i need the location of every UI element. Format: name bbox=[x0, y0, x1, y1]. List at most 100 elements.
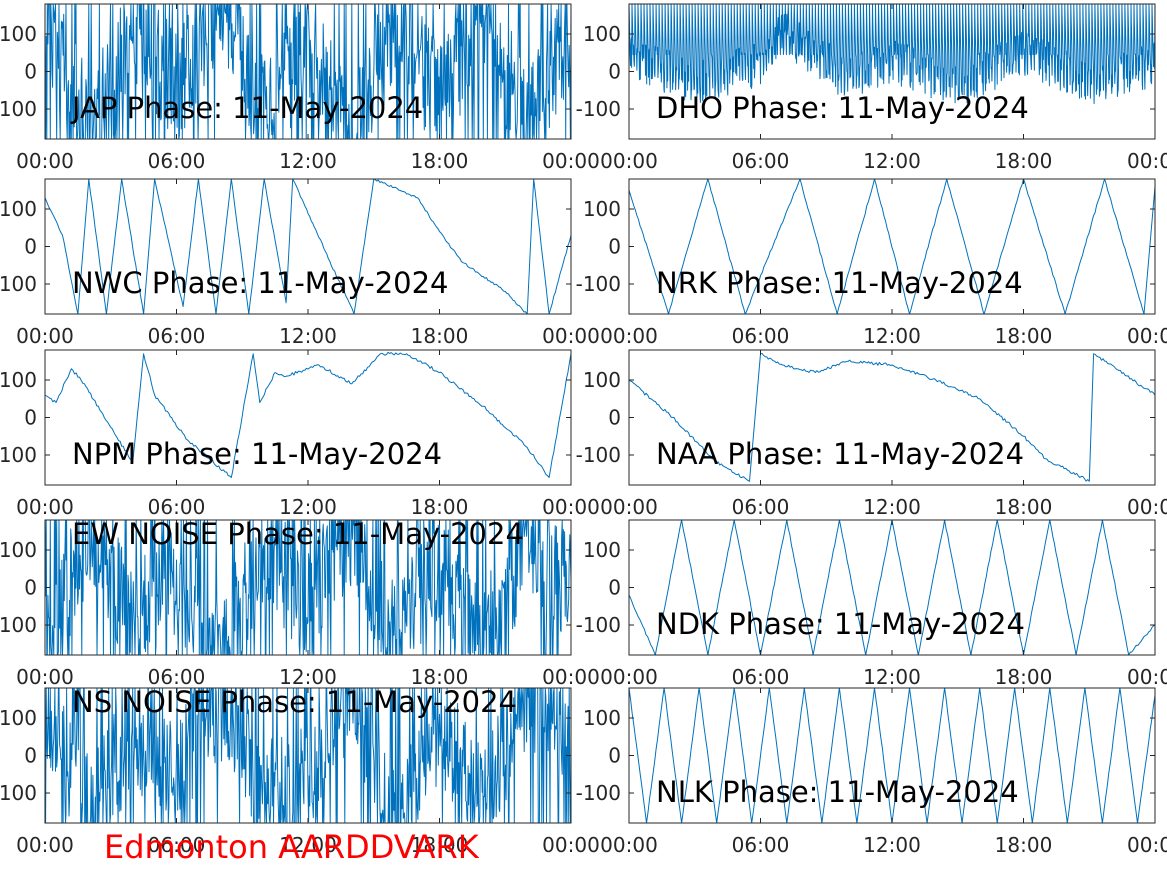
x-tick-label: 06:00 bbox=[732, 149, 790, 173]
x-tick-label: 06:00 bbox=[148, 833, 206, 857]
subplot-title: NWC Phase: 11-May-2024 bbox=[72, 266, 449, 300]
x-tick-label: 12:00 bbox=[863, 833, 921, 857]
subplot-4: 100 0 -100 00:00 06:00 12:00 18:00 00:0 NRK Phas… bbox=[576, 178, 1167, 348]
x-tick-label: 00:00 bbox=[542, 324, 600, 348]
x-tick-label: 00:00 bbox=[542, 495, 600, 519]
x-tick-label: 06:00 bbox=[148, 495, 206, 519]
y-tick-label: -100 bbox=[576, 97, 621, 121]
x-tick-label: 18:00 bbox=[995, 495, 1053, 519]
x-tick-label: 18:00 bbox=[411, 495, 469, 519]
y-tick-label: 0 bbox=[608, 60, 621, 84]
y-tick-label: 100 bbox=[0, 706, 37, 730]
subplot-title: JAP Phase: 11-May-2024 bbox=[70, 91, 423, 125]
x-tick-label: 18:00 bbox=[411, 833, 469, 857]
subplot-title: NPM Phase: 11-May-2024 bbox=[72, 437, 442, 471]
x-tick-label: 00:0 bbox=[1127, 495, 1167, 519]
x-tick-label: 00:00 bbox=[600, 833, 658, 857]
x-tick-label: 00:00 bbox=[16, 665, 74, 689]
y-tick-label: 0 bbox=[608, 576, 621, 600]
station-label: Edmonton AARDDVARK bbox=[104, 828, 479, 866]
y-tick-label: 100 bbox=[0, 272, 37, 296]
y-tick-label: 100 bbox=[0, 613, 37, 637]
x-tick-label: 06:00 bbox=[732, 833, 790, 857]
series-line bbox=[44, 351, 572, 478]
x-tick-label: 00:00 bbox=[16, 833, 74, 857]
x-tick-label: 06:00 bbox=[148, 665, 206, 689]
subplot-1: 100 0 100 00:00 06:00 12:00 18:00 00:00 JAP Phas… bbox=[0, 3, 600, 173]
subplot-title: DHO Phase: 11-May-2024 bbox=[656, 91, 1029, 125]
x-tick-label: 00:00 bbox=[16, 149, 74, 173]
x-tick-label: 00:00 bbox=[600, 495, 658, 519]
series-line bbox=[628, 178, 1156, 315]
x-tick-label: 00:00 bbox=[600, 324, 658, 348]
x-tick-label: 06:00 bbox=[732, 495, 790, 519]
subplot-3: 100 0 100 00:00 06:00 12:00 18:00 00:00 NWC Phas… bbox=[0, 178, 600, 348]
y-tick-label: 100 bbox=[0, 22, 37, 46]
y-tick-label: 0 bbox=[24, 576, 37, 600]
x-tick-label: 12:00 bbox=[863, 495, 921, 519]
x-tick-label: 00:00 bbox=[600, 149, 658, 173]
subplot-title: EW NOISE Phase: 11-May-2024 bbox=[72, 517, 524, 551]
x-tick-label: 00:00 bbox=[16, 324, 74, 348]
x-tick-label: 12:00 bbox=[863, 665, 921, 689]
subplot-title: NS NOISE Phase: 11-May-2024 bbox=[72, 685, 517, 719]
x-tick-label: 12:00 bbox=[279, 324, 337, 348]
x-tick-label: 06:00 bbox=[148, 149, 206, 173]
y-tick-label: -100 bbox=[576, 443, 621, 467]
x-tick-label: 06:00 bbox=[148, 324, 206, 348]
y-tick-label: 0 bbox=[608, 744, 621, 768]
y-tick-label: 0 bbox=[24, 744, 37, 768]
x-tick-label: 00:00 bbox=[600, 665, 658, 689]
subplot-title: NAA Phase: 11-May-2024 bbox=[656, 437, 1024, 471]
y-tick-label: 100 bbox=[0, 368, 37, 392]
x-tick-label: 18:00 bbox=[411, 149, 469, 173]
x-tick-label: 12:00 bbox=[279, 833, 337, 857]
subplot-2: 100 0 -100 00:00 06:00 12:00 18:00 00:0 DHO Phas… bbox=[576, 3, 1167, 173]
subplot-title: NLK Phase: 11-May-2024 bbox=[656, 775, 1019, 809]
series-line bbox=[628, 3, 1156, 105]
x-tick-label: 06:00 bbox=[732, 324, 790, 348]
y-tick-label: 0 bbox=[608, 235, 621, 259]
y-tick-label: -100 bbox=[576, 272, 621, 296]
x-tick-label: 18:00 bbox=[411, 665, 469, 689]
subplot-10: 100 0 -100 00:00 06:00 12:00 18:00 00:0 NLK Phas… bbox=[576, 687, 1167, 857]
y-tick-label: 100 bbox=[583, 706, 621, 730]
y-tick-label: -100 bbox=[576, 781, 621, 805]
y-tick-label: 0 bbox=[24, 406, 37, 430]
x-tick-label: 00:0 bbox=[1127, 833, 1167, 857]
x-tick-label: 12:00 bbox=[863, 324, 921, 348]
x-tick-label: 18:00 bbox=[995, 665, 1053, 689]
series-line bbox=[44, 178, 572, 315]
y-tick-label: 100 bbox=[583, 538, 621, 562]
series-line bbox=[628, 353, 1156, 482]
y-tick-label: 0 bbox=[608, 406, 621, 430]
y-tick-label: 100 bbox=[583, 368, 621, 392]
x-tick-label: 00:0 bbox=[1127, 149, 1167, 173]
x-tick-label: 06:00 bbox=[732, 665, 790, 689]
x-tick-label: 00:00 bbox=[542, 149, 600, 173]
x-tick-label: 18:00 bbox=[995, 324, 1053, 348]
y-tick-label: 100 bbox=[0, 443, 37, 467]
x-tick-label: 00:00 bbox=[16, 495, 74, 519]
y-tick-label: 100 bbox=[583, 197, 621, 221]
x-tick-label: 18:00 bbox=[995, 833, 1053, 857]
x-tick-label: 00:0 bbox=[1127, 324, 1167, 348]
y-tick-label: 100 bbox=[583, 22, 621, 46]
y-tick-label: 100 bbox=[0, 97, 37, 121]
x-tick-label: 12:00 bbox=[863, 149, 921, 173]
y-tick-label: 0 bbox=[24, 60, 37, 84]
x-tick-label: 12:00 bbox=[279, 149, 337, 173]
subplot-7: 100 0 100 00:00 06:00 12:00 18:00 00:00 EW NOISE… bbox=[0, 517, 600, 689]
subplot-title: NRK Phase: 11-May-2024 bbox=[656, 266, 1023, 300]
subplot-5: 100 0 100 00:00 06:00 12:00 18:00 00:00 NPM Phas… bbox=[0, 349, 600, 519]
y-tick-label: 100 bbox=[0, 781, 37, 805]
x-tick-label: 00:0 bbox=[1127, 665, 1167, 689]
x-tick-label: 00:00 bbox=[542, 665, 600, 689]
x-tick-label: 12:00 bbox=[279, 495, 337, 519]
x-tick-label: 18:00 bbox=[411, 324, 469, 348]
subplot-title: NDK Phase: 11-May-2024 bbox=[656, 607, 1025, 641]
x-tick-label: 18:00 bbox=[995, 149, 1053, 173]
subplot-9: 100 0 100 00:00 06:00 12:00 18:00 00:00 NS NOISE… bbox=[0, 685, 600, 857]
subplot-6: 100 0 -100 00:00 06:00 12:00 18:00 00:0 NAA Phas… bbox=[576, 349, 1167, 519]
